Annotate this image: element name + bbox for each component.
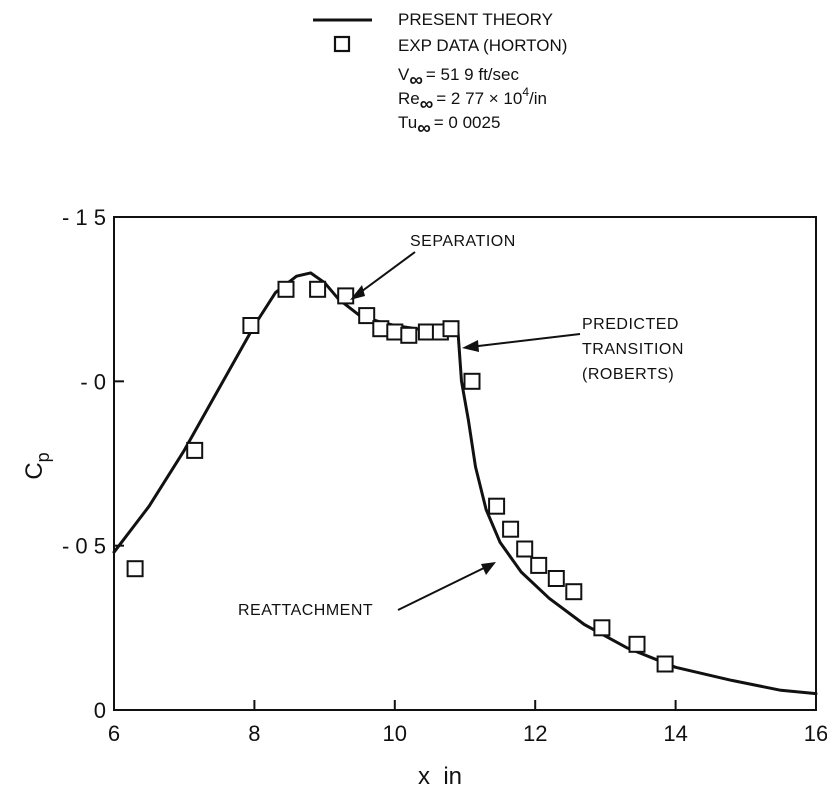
annotation-separation: SEPARATION	[350, 233, 516, 300]
exp-data-point	[386, 323, 404, 341]
exp-data-point	[488, 497, 506, 515]
exp-data-point	[309, 280, 327, 298]
legend-reynolds-unit: /in	[529, 89, 547, 108]
exp-data-point	[337, 287, 355, 305]
x-tick-label: 12	[523, 721, 547, 746]
exp-data-point	[400, 326, 418, 344]
x-tick-label: 16	[804, 721, 827, 746]
plot-frame	[113, 216, 817, 711]
y-axis: - 1 5 - 0 - 0 5 0	[62, 205, 124, 723]
exp-data-point	[186, 441, 204, 459]
exp-data-point	[242, 317, 260, 334]
annotation-transition-label: TRANSITION	[582, 341, 684, 358]
exp-data-point	[593, 619, 611, 637]
legend-velocity-symbol: V	[398, 65, 410, 84]
annotation-transition: PREDICTED TRANSITION (ROBERTS)	[462, 316, 684, 383]
exp-data-point	[417, 323, 435, 341]
annotation-transition-arrow	[469, 333, 581, 348]
exp-data-point	[516, 540, 534, 558]
legend-turbulence: Tu∞ = 0 0025	[398, 113, 500, 139]
exp-data-point	[547, 570, 565, 587]
legend-inf-symbol: ∞	[417, 118, 431, 139]
exp-data-point	[126, 560, 144, 578]
annotation-transition-arrowhead	[462, 340, 479, 352]
annotation-predicted-label: PREDICTED	[582, 316, 679, 333]
legend-turbulence-value: = 0 0025	[434, 113, 501, 132]
exp-data-point	[372, 320, 390, 338]
exp-data-point	[530, 556, 548, 574]
exp-data-point	[502, 520, 520, 538]
x-tick-label: 8	[248, 721, 260, 746]
exp-data-point	[565, 583, 583, 601]
y-axis-title-main: C	[21, 462, 48, 479]
y-tick-label: - 0	[80, 369, 106, 394]
legend-reynolds-exponent: 4	[522, 85, 529, 99]
annotation-separation-label: SEPARATION	[410, 233, 516, 250]
exp-data-point	[463, 372, 481, 390]
legend-reynolds-symbol: Re	[398, 89, 420, 108]
y-tick-label: 0	[94, 698, 106, 723]
y-tick-label: - 1 5	[62, 205, 106, 230]
y-tick-label: - 0 5	[62, 534, 106, 559]
legend-exp-swatch	[333, 35, 351, 53]
annotation-separation-arrowhead	[350, 285, 365, 300]
y-axis-title-sub: p	[33, 452, 53, 462]
legend-exp-label: EXP DATA (HORTON)	[398, 36, 567, 55]
annotation-reattachment-label: REATTACHMENT	[238, 602, 373, 619]
exp-data-point	[358, 307, 376, 325]
annotation-reattachment-arrow	[397, 565, 489, 611]
annotation-reattachment: REATTACHMENT	[238, 562, 496, 619]
exp-data-point	[277, 280, 295, 298]
exp-data-point	[442, 320, 460, 338]
x-tick-label: 10	[383, 721, 407, 746]
legend-reynolds-value: = 2 77 × 10	[436, 89, 522, 108]
annotation-roberts-label: (ROBERTS)	[582, 366, 674, 383]
exp-data-point	[628, 635, 646, 653]
legend-inf-symbol: ∞	[420, 94, 434, 115]
legend-turbulence-symbol: Tu	[398, 113, 417, 132]
legend-theory-label: PRESENT THEORY	[398, 10, 553, 29]
legend-velocity: V∞ = 51 9 ft/sec	[398, 65, 519, 91]
y-axis-title: Cp	[21, 452, 53, 479]
series-exp-data-points	[126, 280, 674, 673]
exp-data-point	[656, 655, 674, 673]
series-present-theory-line	[112, 271, 818, 696]
x-axis: 6 8 10 12 14 16	[108, 700, 827, 746]
legend-reynolds: Re∞ = 2 77 × 104/in	[398, 85, 547, 115]
legend-inf-symbol: ∞	[409, 70, 423, 91]
x-axis-title: x in	[418, 763, 462, 790]
legend-velocity-value: = 51 9 ft/sec	[426, 65, 520, 84]
legend: PRESENT THEORY EXP DATA (HORTON) V∞ = 51 …	[313, 10, 567, 139]
annotation-reattachment-arrowhead	[481, 562, 496, 575]
x-tick-label: 6	[108, 721, 120, 746]
x-tick-label: 14	[663, 721, 687, 746]
annotation-separation-arrow	[353, 251, 416, 298]
